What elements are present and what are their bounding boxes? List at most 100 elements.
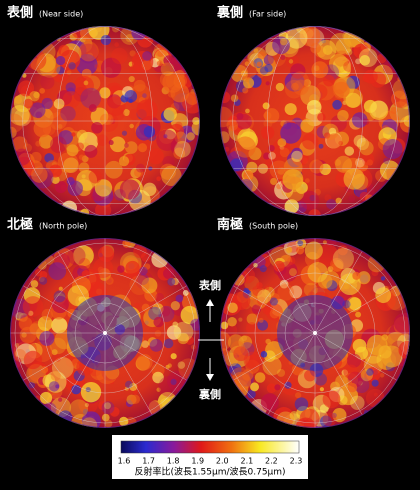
texture [138,143,148,153]
texture [346,353,362,368]
texture [134,168,144,178]
colorbar-label: 反射率比(波長1.55μm/波長0.75μm) [134,466,285,478]
texture [300,190,320,210]
globes [10,26,410,428]
texture [55,55,66,66]
texture [67,284,90,307]
texture [111,107,125,121]
texture [284,103,297,116]
texture [265,285,270,290]
texture [391,90,408,108]
texture [152,371,164,384]
texture [346,75,360,90]
texture [160,306,171,317]
texture [149,338,163,352]
texture [350,395,365,411]
texture [39,391,53,405]
texture [276,368,286,377]
texture [279,279,289,289]
texture [343,168,365,190]
colorbar-tick-label: 1.7 [142,457,155,466]
texture [363,69,378,84]
texture [156,60,163,67]
texture [230,340,246,356]
texture [300,118,315,133]
texture [80,87,102,109]
texture [156,176,161,182]
panel-title: 裏側 [216,5,243,21]
texture [58,286,63,291]
meridian [314,250,363,334]
texture [33,119,52,138]
texture [317,113,326,122]
texture [65,82,76,93]
texture [322,45,333,55]
texture [324,194,332,202]
texture [303,282,318,297]
texture [76,129,88,141]
texture [337,245,348,256]
colorbar-tick-label: 1.9 [191,457,204,466]
texture [257,289,272,304]
texture [260,350,268,358]
texture [306,99,322,115]
texture [291,82,299,91]
texture [66,69,72,75]
texture [76,53,98,76]
texture [130,394,141,405]
texture [341,369,349,376]
texture [124,143,129,148]
texture [275,82,285,92]
texture [373,392,378,397]
texture [74,75,94,96]
texture [295,392,302,399]
texture [119,179,141,200]
texture [78,154,85,161]
texture [161,165,182,186]
texture [327,266,334,272]
texture [273,260,285,272]
texture [163,134,168,139]
texture [49,255,54,261]
texture [345,92,361,108]
texture [153,316,164,328]
texture [236,58,258,80]
texture [143,263,151,270]
texture [227,334,244,351]
texture [91,121,103,134]
texture [348,195,356,202]
texture [375,287,392,304]
texture [262,102,270,110]
texture [40,366,49,374]
texture [383,157,390,165]
texture [100,57,122,78]
arrow-label-up: 表側 [198,278,221,292]
texture [158,375,180,397]
texture [142,51,152,61]
texture [265,338,271,345]
texture [226,119,239,132]
texture [259,265,267,273]
texture [39,271,48,279]
colorbar-tick-label: 2.1 [240,457,253,466]
texture [343,282,350,290]
texture [28,310,34,316]
arrowhead-up [206,299,214,306]
texture [269,308,280,319]
meridian [104,285,188,334]
texture [54,180,68,194]
texture [49,337,67,355]
texture [109,406,120,417]
texture [84,144,98,158]
texture [347,382,358,393]
texture [328,127,337,136]
texture [359,55,371,66]
panel-subtitle: (Far side) [249,10,286,19]
texture [304,369,316,382]
texture [133,302,140,309]
panel-subtitle: (North pole) [39,222,87,231]
texture [322,412,337,427]
texture [352,271,361,280]
texture [355,157,365,168]
texture [124,90,138,103]
